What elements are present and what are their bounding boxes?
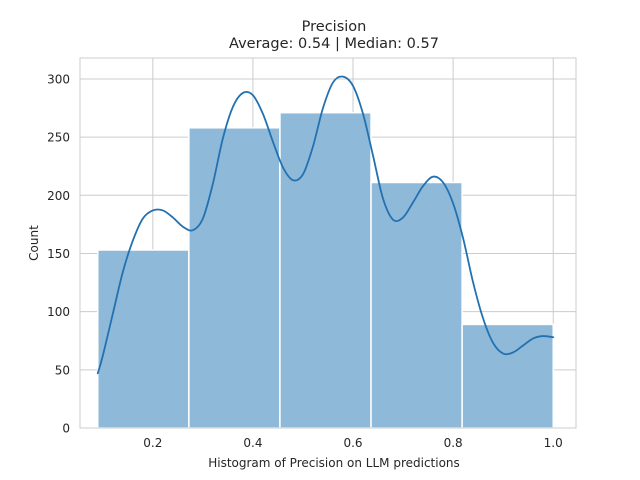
kde-line	[96, 75, 555, 375]
histogram-bar-3	[279, 111, 372, 429]
chart-title: Precision	[302, 19, 367, 35]
chart-subtitle: Average: 0.54 | Median: 0.57	[229, 36, 439, 52]
y-tick-label: 50	[55, 363, 70, 377]
histogram-bar-4	[370, 181, 463, 429]
x-axis-label: Histogram of Precision on LLM prediction…	[208, 456, 460, 470]
x-tick-label: 1.0	[544, 436, 563, 450]
y-axis-label: Count	[27, 225, 41, 261]
histogram-bar-5	[461, 323, 554, 429]
histogram-bar-1	[97, 249, 190, 429]
x-tick-label: 0.2	[143, 436, 162, 450]
x-tick-label: 0.8	[444, 436, 463, 450]
y-tick-label: 100	[47, 305, 70, 319]
x-tick-label: 0.6	[343, 436, 362, 450]
y-tick-label: 300	[47, 72, 70, 86]
y-tick-label: 150	[47, 247, 70, 261]
y-tick-label: 250	[47, 131, 70, 145]
kde-curve-group	[96, 75, 555, 375]
y-tick-label: 200	[47, 189, 70, 203]
x-tick-label: 0.4	[243, 436, 262, 450]
y-tick-label: 0	[62, 422, 70, 436]
tick-labels: 0.2 0.4 0.6 0.8 1.0 0 50 100 150 200 250 300	[47, 72, 563, 450]
histogram-bar-2	[188, 127, 281, 429]
axes-frame	[79, 57, 577, 429]
histogram-bars	[97, 111, 554, 429]
